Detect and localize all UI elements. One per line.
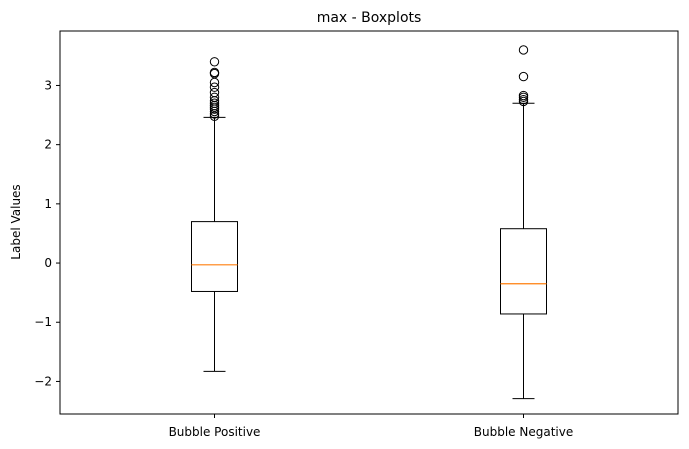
y-tick-label: −1 [34, 315, 52, 329]
y-axis: −2 −1 0 1 2 3 [34, 78, 60, 388]
x-tick-label: Bubble Positive [169, 425, 261, 439]
outlier-point [209, 92, 220, 102]
y-tick-label: 3 [44, 78, 52, 92]
outlier-point [209, 82, 220, 92]
outlier-point [209, 77, 220, 88]
outlier-point [209, 98, 220, 108]
y-tick-label: 2 [44, 138, 52, 152]
outlier-point [518, 71, 529, 82]
x-tick-label: Bubble Negative [474, 425, 573, 439]
plot-area-frame [59, 30, 679, 415]
box [191, 221, 238, 292]
outlier-point [518, 90, 529, 101]
outlier-point [209, 57, 220, 67]
y-tick-label: 0 [44, 256, 52, 270]
y-axis-label: Label Values [9, 184, 23, 259]
boxes [191, 45, 547, 400]
x-axis: Bubble Positive Bubble Negative [169, 414, 573, 439]
outlier-point [518, 45, 529, 55]
outlier-point [209, 67, 220, 78]
outlier-point [209, 87, 220, 98]
chart-title: max - Boxplots [317, 10, 422, 26]
y-tick-label: −2 [34, 374, 52, 388]
box [500, 228, 547, 315]
y-tick-label: 1 [44, 197, 52, 211]
outlier-point [518, 94, 529, 105]
